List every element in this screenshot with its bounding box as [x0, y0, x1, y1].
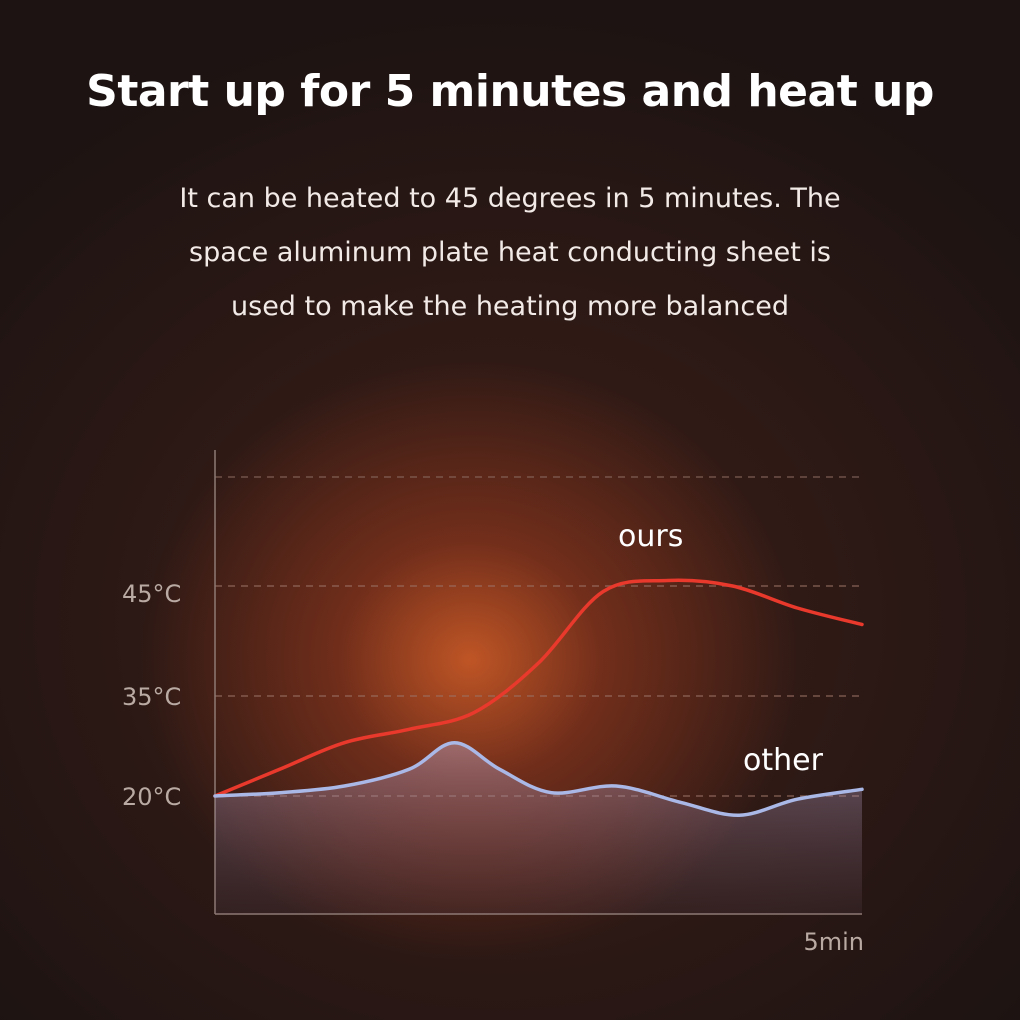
page-title: Start up for 5 minutes and heat up	[86, 66, 934, 117]
ours-series-line	[213, 578, 864, 798]
y-tick-label-45: 45°C	[122, 580, 181, 608]
page-subtitle: It can be heated to 45 degrees in 5 minu…	[110, 172, 910, 334]
subtitle-line-3: used to make the heating more balanced	[231, 291, 789, 322]
subtitle-line-1: It can be heated to 45 degrees in 5 minu…	[179, 183, 841, 214]
subtitle-line-2: space aluminum plate heat conducting she…	[189, 237, 831, 268]
other-series-label: other	[743, 743, 824, 778]
ours-series-label: ours	[618, 519, 683, 554]
y-tick-label-35: 35°C	[122, 683, 181, 711]
x-tick-label-5min: 5min	[803, 928, 864, 956]
y-tick-label-20: 20°C	[122, 783, 181, 811]
other-series-line	[213, 740, 864, 817]
other-series-area	[215, 742, 862, 914]
